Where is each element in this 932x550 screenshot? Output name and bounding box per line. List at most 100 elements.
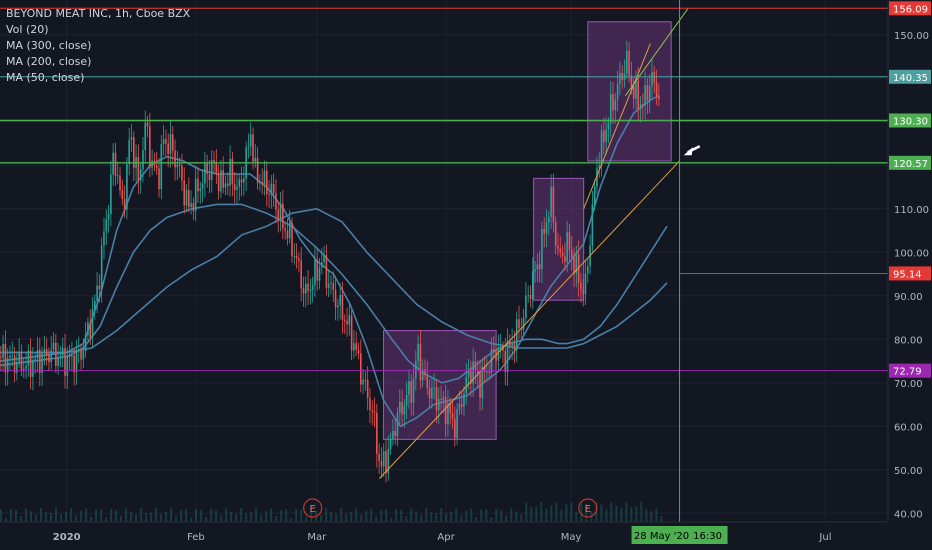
- volume-bar: [505, 515, 508, 522]
- candle-body: [77, 350, 80, 352]
- candle-body: [215, 163, 218, 174]
- volume-bar: [30, 511, 33, 522]
- candle-body: [543, 229, 546, 234]
- candle-body: [378, 453, 380, 462]
- candle-body: [577, 254, 580, 283]
- candle-body: [160, 144, 163, 190]
- candle-body: [82, 351, 85, 360]
- candle-body: [525, 296, 527, 318]
- volume-bar: [545, 508, 548, 522]
- candle-body: [470, 369, 472, 384]
- volume-bar: [650, 511, 653, 522]
- candle-body: [598, 165, 601, 169]
- candle-body: [61, 347, 64, 356]
- candle-body: [529, 295, 532, 299]
- crosshair-time-label: 16:30: [693, 531, 722, 542]
- volume-bar: [355, 508, 358, 522]
- volume-bar: [310, 508, 313, 522]
- time-axis-tick: Mar: [307, 532, 327, 543]
- volume-bar: [275, 516, 278, 522]
- indicator-vol[interactable]: Vol (20): [6, 23, 49, 36]
- candle-body: [586, 266, 589, 274]
- candle-body: [307, 283, 309, 292]
- candle-body: [210, 160, 213, 180]
- candle-body: [580, 282, 582, 290]
- candle-body: [348, 315, 351, 325]
- volume-bar: [625, 502, 628, 522]
- candle-body: [304, 283, 307, 294]
- candle-body: [385, 451, 387, 474]
- candle-body: [506, 340, 509, 373]
- candle-body: [628, 50, 630, 76]
- volume-bar: [575, 511, 578, 522]
- candle-body: [449, 402, 452, 414]
- candle-body: [100, 245, 103, 290]
- candle-body: [119, 175, 121, 191]
- volume-bar: [320, 514, 323, 522]
- volume-bar: [425, 508, 428, 522]
- volume-bar: [205, 516, 208, 522]
- earnings-marker-label: E: [310, 504, 316, 515]
- candle-body: [64, 347, 66, 376]
- candle-body: [410, 381, 413, 403]
- volume-bar: [150, 512, 153, 522]
- price-axis-tick: 70.00: [894, 379, 923, 390]
- candle-body: [29, 350, 32, 377]
- candle-body: [474, 361, 477, 371]
- candle-body: [298, 258, 300, 261]
- candle-body: [249, 134, 252, 147]
- candle-body: [155, 165, 158, 169]
- candle-body: [41, 353, 43, 373]
- volume-bar: [300, 509, 303, 522]
- volume-bar: [55, 508, 58, 522]
- volume-bar: [375, 516, 378, 522]
- candle-body: [126, 164, 128, 210]
- candle-body: [433, 387, 435, 389]
- candle-body: [522, 317, 525, 330]
- candle-body: [394, 431, 396, 437]
- candle-body: [316, 259, 319, 281]
- candle-body: [479, 373, 481, 398]
- volume-bar: [570, 502, 573, 522]
- candle-body: [337, 305, 339, 308]
- volume-bar: [215, 510, 218, 522]
- candle-body: [295, 255, 298, 259]
- candle-body: [428, 387, 431, 399]
- candle-body: [68, 355, 71, 357]
- candle-body: [648, 86, 651, 101]
- indicator-ma300[interactable]: MA (300, close): [6, 39, 92, 52]
- candle-body: [327, 283, 330, 288]
- candle-body: [552, 186, 555, 223]
- price-level-label: 140.35: [893, 73, 928, 84]
- candle-body: [497, 347, 500, 361]
- volume-bar: [110, 508, 113, 522]
- candle-body: [263, 170, 266, 185]
- candle-body: [174, 150, 176, 168]
- indicator-ma50[interactable]: MA (50, close): [6, 71, 85, 84]
- candle-body: [341, 294, 344, 320]
- candle-body: [291, 222, 293, 257]
- volume-bar: [350, 512, 353, 522]
- candle-body: [43, 349, 46, 354]
- candle-body: [121, 190, 124, 199]
- candle-body: [0, 356, 2, 358]
- candle-body: [502, 346, 504, 351]
- volume-bar: [20, 516, 23, 522]
- price-level-label-bg: [889, 266, 931, 281]
- candle-body: [123, 198, 126, 210]
- candle-body: [359, 353, 362, 385]
- candle-body: [605, 129, 607, 142]
- candle-body: [11, 355, 14, 357]
- volume-bar: [530, 506, 533, 522]
- symbol-title[interactable]: BEYOND MEAT INC, 1h, Cboe BZX: [6, 7, 191, 20]
- price-axis-tick: 60.00: [894, 422, 923, 433]
- candle-body: [392, 431, 394, 440]
- volume-bar: [15, 510, 18, 522]
- candle-body: [57, 356, 59, 366]
- indicator-ma200[interactable]: MA (200, close): [6, 55, 92, 68]
- volume-bar: [325, 508, 328, 522]
- volume-bar: [500, 510, 503, 522]
- candle-body: [128, 139, 131, 165]
- volume-bar: [380, 509, 383, 522]
